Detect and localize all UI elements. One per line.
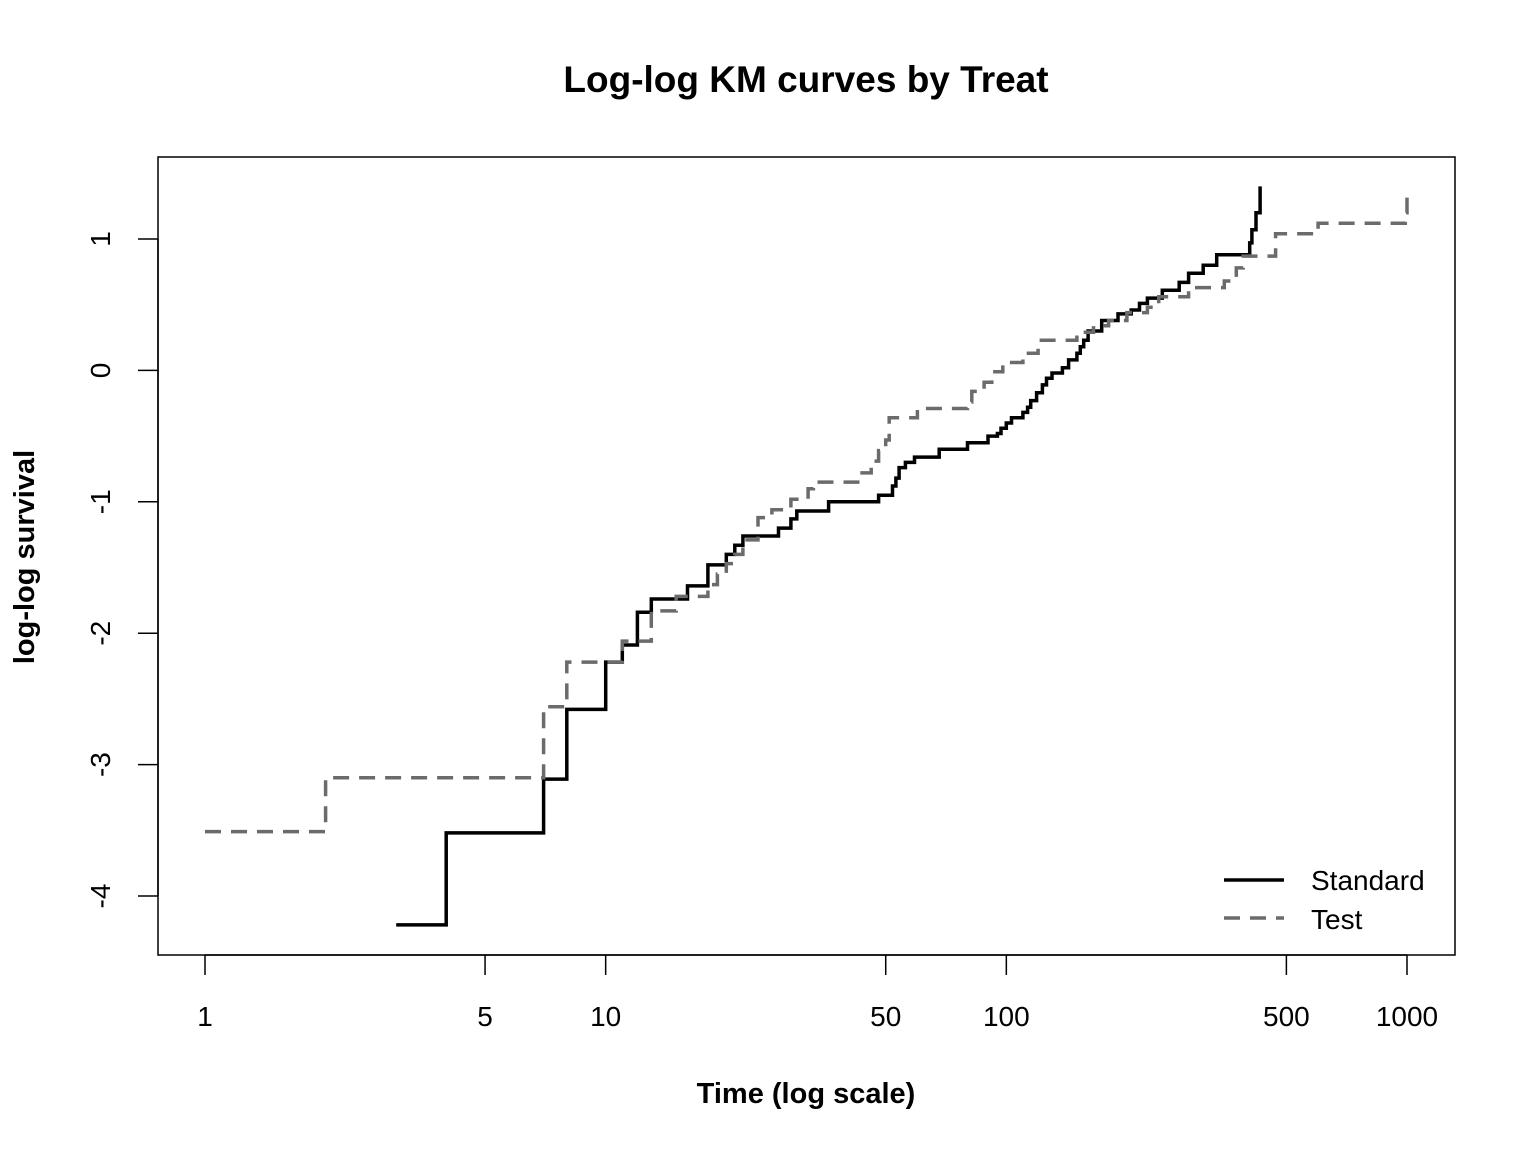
series-layer xyxy=(205,186,1409,927)
y-axis-title: log-log survival xyxy=(9,450,41,664)
legend: Standard Test xyxy=(1224,865,1425,935)
legend-label-standard: Standard xyxy=(1311,865,1425,896)
x-tick-label: 100 xyxy=(983,1001,1030,1032)
x-tick-label: 1000 xyxy=(1376,1001,1438,1032)
chart-title: Log-log KM curves by Treat xyxy=(563,59,1048,100)
series-line-standard xyxy=(396,186,1262,927)
y-tick-label: -4 xyxy=(85,884,116,909)
plot-area-frame xyxy=(157,156,1456,956)
x-tick-label: 1 xyxy=(197,1001,213,1032)
y-tick-label: -1 xyxy=(85,489,116,514)
y-tick-label: 0 xyxy=(85,363,116,379)
x-axis: 1 5 10 50 100 500 1000 xyxy=(197,954,1438,1032)
y-tick-label: -3 xyxy=(85,752,116,777)
y-tick-label: -2 xyxy=(85,621,116,646)
series-line-test xyxy=(205,191,1409,834)
x-tick-label: 50 xyxy=(870,1001,901,1032)
x-tick-label: 5 xyxy=(477,1001,493,1032)
x-axis-title: Time (log scale) xyxy=(697,1078,916,1110)
y-tick-label: 1 xyxy=(85,231,116,247)
x-tick-label: 10 xyxy=(590,1001,621,1032)
x-tick-label: 500 xyxy=(1263,1001,1310,1032)
legend-label-test: Test xyxy=(1311,904,1363,935)
y-axis: -4 -3 -2 -1 0 1 xyxy=(85,231,159,909)
